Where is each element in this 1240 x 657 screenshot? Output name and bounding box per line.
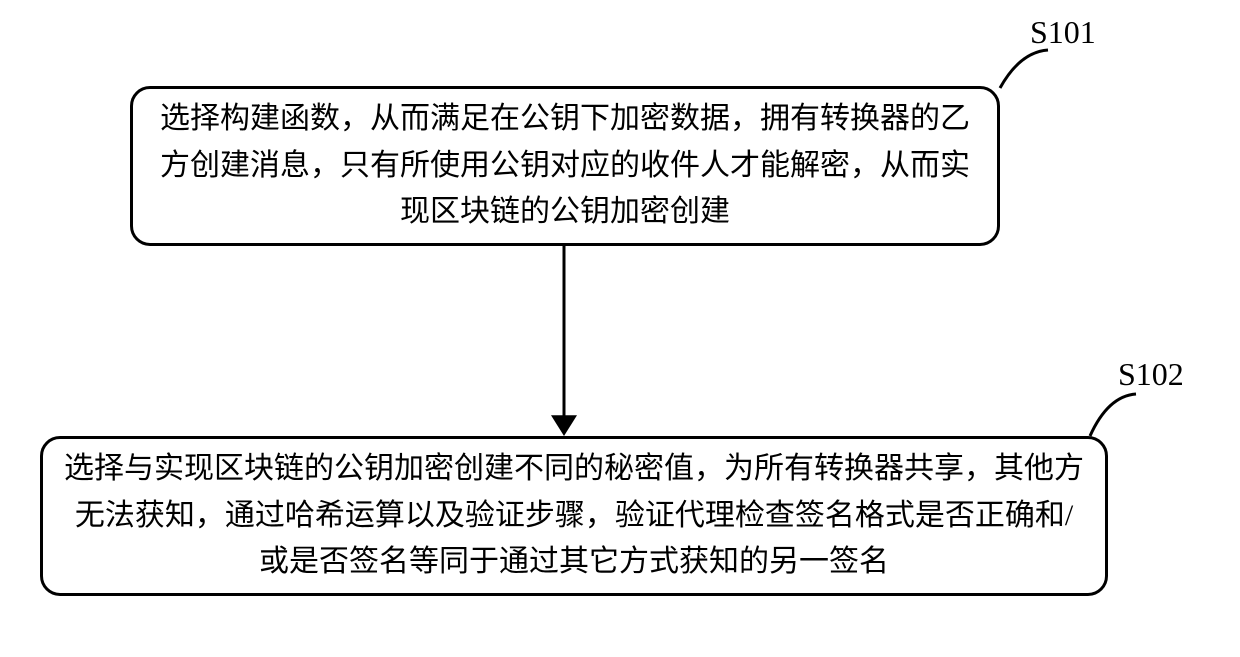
node-text: 选择与实现区块链的公钥加密创建不同的秘密值，为所有转换器共享，其他方无法获知，通… xyxy=(63,446,1085,586)
arrowhead-icon xyxy=(551,415,577,436)
flowchart-node-s101: 选择构建函数，从而满足在公钥下加密数据，拥有转换器的乙方创建消息，只有所使用公钥… xyxy=(130,86,1000,246)
node-label-s102: S102 xyxy=(1118,356,1184,393)
flowchart-node-s102: 选择与实现区块链的公钥加密创建不同的秘密值，为所有转换器共享，其他方无法获知，通… xyxy=(40,436,1108,596)
callout-curve-s102 xyxy=(1090,394,1136,436)
node-text: 选择构建函数，从而满足在公钥下加密数据，拥有转换器的乙方创建消息，只有所使用公钥… xyxy=(153,96,977,236)
diagram-canvas: 选择构建函数，从而满足在公钥下加密数据，拥有转换器的乙方创建消息，只有所使用公钥… xyxy=(0,0,1240,657)
callout-curve-s101 xyxy=(1000,50,1048,88)
node-label-s101: S101 xyxy=(1030,14,1096,51)
